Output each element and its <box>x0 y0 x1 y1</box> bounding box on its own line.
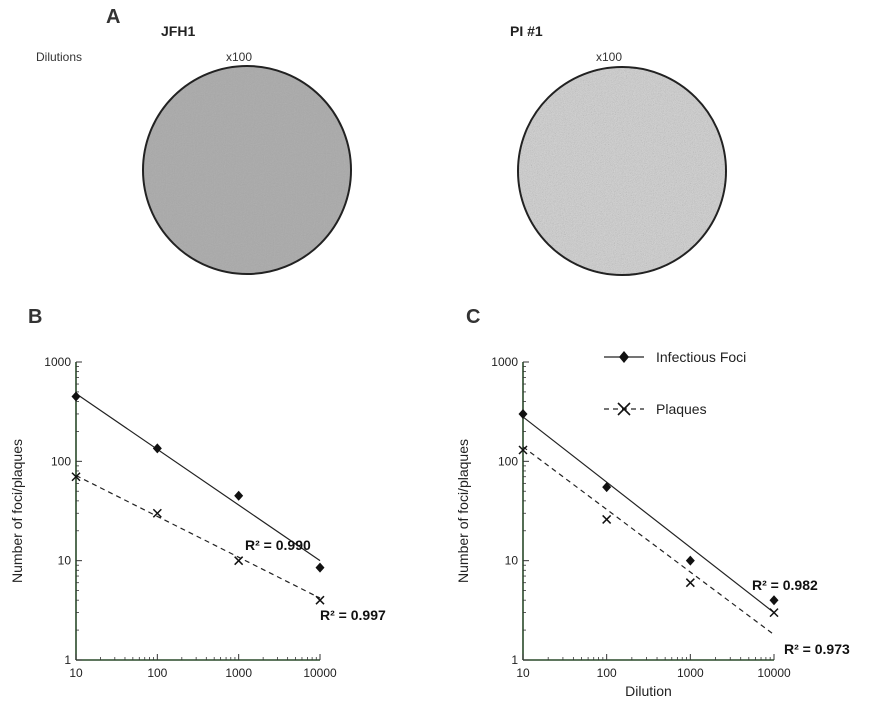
x-tick-label: 1000 <box>225 666 252 680</box>
x-tick-label: 10 <box>516 666 530 680</box>
foci-point <box>769 595 779 606</box>
plaque-point <box>315 595 325 605</box>
plaque-point-stroke <box>152 508 162 518</box>
x-tick-label: 1000 <box>677 666 704 680</box>
y-axis-label: Number of foci/plaques <box>9 439 25 583</box>
plaque-point <box>234 556 244 566</box>
plaque-point <box>518 445 528 455</box>
plaque-point-stroke <box>315 595 325 605</box>
legend-marker-diamond <box>619 351 629 363</box>
y-tick-label: 100 <box>498 454 518 468</box>
y-tick-label: 1000 <box>491 355 518 369</box>
plaque-point <box>769 608 779 618</box>
legend-label-2: Plaques <box>656 401 707 417</box>
well-2-title: PI #1 <box>510 23 543 39</box>
foci-point <box>518 408 528 419</box>
well-1 <box>142 65 352 275</box>
x-tick-label: 10000 <box>757 666 791 680</box>
plaque-point <box>152 508 162 518</box>
fit-line-2 <box>75 474 321 599</box>
culture-wells <box>142 65 727 276</box>
plaque-point <box>71 472 81 482</box>
r2-label-2: R² = 0.973 <box>784 641 850 657</box>
r2-label-2: R² = 0.997 <box>320 607 386 623</box>
fit-line-1 <box>522 416 775 614</box>
panel-b-letter: B <box>28 306 43 328</box>
foci-point <box>71 391 81 402</box>
fit-line-2 <box>522 446 775 636</box>
x-tick-label: 10000 <box>303 666 337 680</box>
y-axis-label: Number of foci/plaques <box>455 439 471 583</box>
foci-point <box>234 490 244 501</box>
well-1-dilution: x100 <box>226 50 253 64</box>
panel-a-letter: A <box>106 6 121 28</box>
x-tick-label: 100 <box>597 666 617 680</box>
y-tick-label: 1 <box>64 653 71 667</box>
fit-line-1 <box>75 393 321 562</box>
dilutions-label: Dilutions <box>36 50 83 64</box>
panel-c-letter: C <box>466 306 481 328</box>
plaque-point-stroke <box>71 472 81 482</box>
legend-label-1: Infectious Foci <box>656 349 746 365</box>
y-tick-label: 1 <box>511 653 518 667</box>
x-tick-label: 10 <box>69 666 83 680</box>
y-tick-label: 10 <box>505 554 519 568</box>
well-2 <box>517 66 727 276</box>
plaque-point <box>685 578 695 588</box>
foci-point <box>152 443 162 454</box>
plaque-point-stroke <box>234 556 244 566</box>
y-tick-label: 100 <box>51 454 71 468</box>
plaque-point-stroke <box>769 608 779 618</box>
foci-point <box>685 555 695 566</box>
plaque-point-stroke <box>685 578 695 588</box>
r2-label-1: R² = 0.990 <box>245 537 311 553</box>
legend-marker-stroke <box>617 402 631 416</box>
legend-marker-x <box>617 402 631 416</box>
y-tick-label: 10 <box>58 554 72 568</box>
foci-point <box>315 562 325 573</box>
plaque-point <box>602 514 612 524</box>
x-axis-label: Dilution <box>625 683 672 699</box>
well-2-dilution: x100 <box>596 50 623 64</box>
r2-label-1: R² = 0.982 <box>752 577 818 593</box>
plaque-point-stroke <box>518 445 528 455</box>
foci-point <box>602 482 612 493</box>
x-tick-label: 100 <box>147 666 167 680</box>
plaque-point-stroke <box>602 514 612 524</box>
y-tick-label: 1000 <box>44 355 71 369</box>
well-1-title: JFH1 <box>161 23 196 39</box>
